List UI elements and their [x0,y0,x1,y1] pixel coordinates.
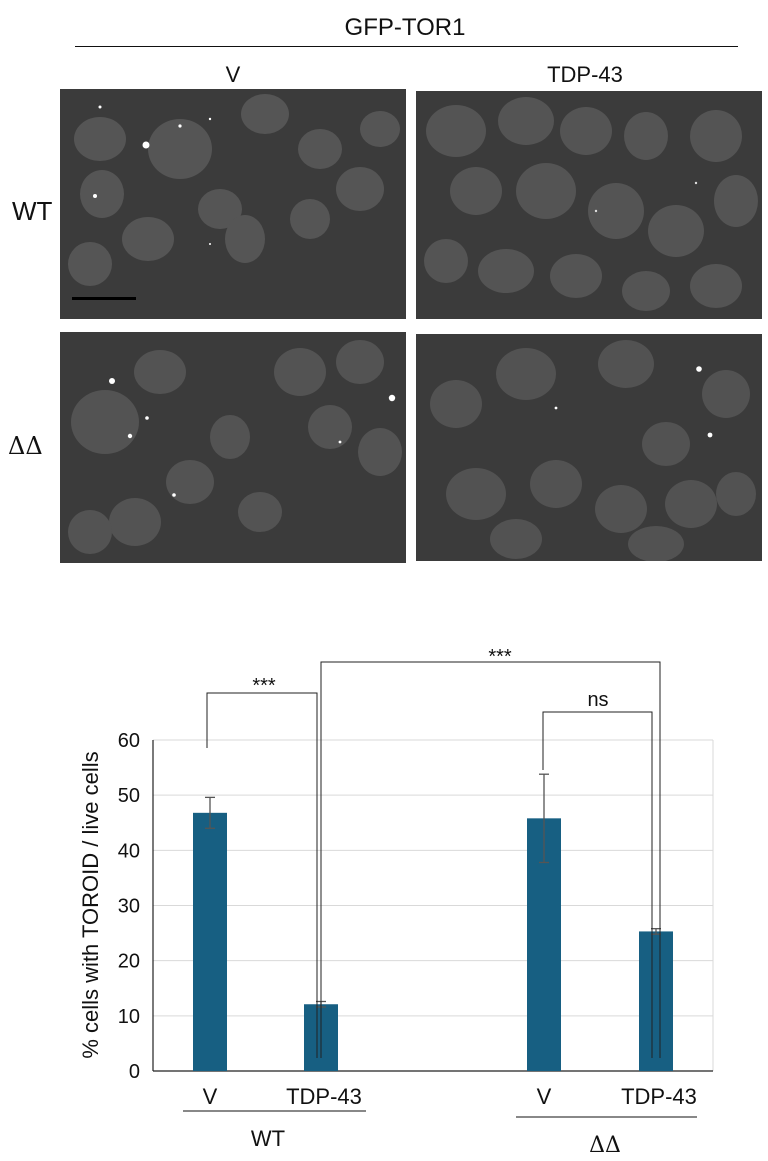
chart-gridlines [153,739,714,1071]
significance-bracket-wt [206,692,318,1058]
significance-label-between: *** [488,646,512,668]
figure-title: GFP-TOR1 [344,14,466,41]
scale-bar [72,297,136,300]
x-tick-labels: V TDP-43 V TDP-43 [203,1084,697,1109]
significance-label-dd: ns [587,689,608,711]
micrograph-wt-tdp43-image [424,97,758,311]
y-tick-label: 40 [118,840,140,862]
micrograph-dd-v [60,332,406,563]
micrograph-wt-v-image [68,94,400,300]
title-divider [75,46,738,47]
significance-bracket-dd [542,711,653,1058]
y-tick-label: 60 [118,730,140,752]
bar [639,931,673,1071]
group-label-wt: WT [251,1126,285,1151]
y-tick-label: 10 [118,1006,140,1028]
significance-bracket-between [320,661,661,1058]
micrograph-dd-v-image [68,340,402,554]
bar-chart: 0 10 20 30 40 50 60 V TDP-43 V TDP-43 % cells wit… [78,646,714,1158]
group-label-dd: ΔΔ [589,1133,621,1158]
x-tick-label: TDP-43 [621,1084,697,1109]
y-tick-label: 20 [118,951,140,973]
x-tick-label: V [203,1084,218,1109]
y-tick-labels: 0 10 20 30 40 50 60 [118,730,140,1083]
bar [193,812,227,1071]
row-header-wt: WT [12,196,53,226]
column-header-tdp43: TDP-43 [547,62,623,87]
y-tick-label: 50 [118,785,140,807]
y-tick-label: 30 [118,896,140,918]
micrograph-wt-v [60,89,406,319]
y-axis-label: % cells with TOROID / live cells [78,751,103,1058]
column-header-v: V [225,62,241,87]
micrograph-dd-tdp43-image [430,340,756,561]
significance-label-wt: *** [252,675,276,697]
micrograph-dd-tdp43 [416,334,762,561]
micrograph-wt-tdp43 [416,91,762,319]
row-header-dd: ΔΔ [8,432,43,460]
y-tick-label: 0 [129,1061,140,1083]
x-tick-label: V [537,1084,552,1109]
chart-bars [193,773,673,1071]
x-tick-label: TDP-43 [286,1084,362,1109]
